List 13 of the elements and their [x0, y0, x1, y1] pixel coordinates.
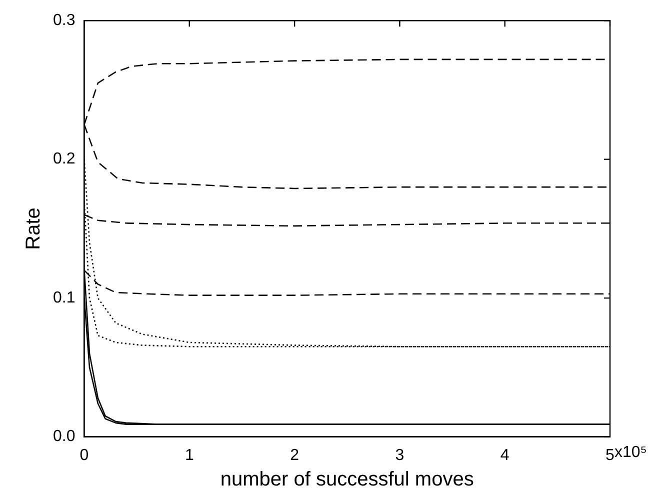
y-tick-label: 0.1	[52, 289, 76, 306]
x-tick-label: 5	[606, 446, 615, 464]
text: x10⁵	[614, 444, 647, 462]
x-axis-title: number of successful moves	[220, 468, 474, 491]
x-tick-label: 4	[500, 446, 510, 464]
x-tick-label: 3	[395, 446, 404, 464]
y-axis-title: Rate	[22, 208, 45, 250]
x-tick-label: 2	[290, 446, 300, 464]
y-tick-label: 0.2	[52, 150, 76, 168]
x-tick-label: 0	[80, 446, 89, 464]
y-tick-label: 0.3	[52, 12, 76, 30]
y-tick-label: 0.0	[52, 428, 76, 446]
x-tick-label: 1	[184, 446, 194, 464]
